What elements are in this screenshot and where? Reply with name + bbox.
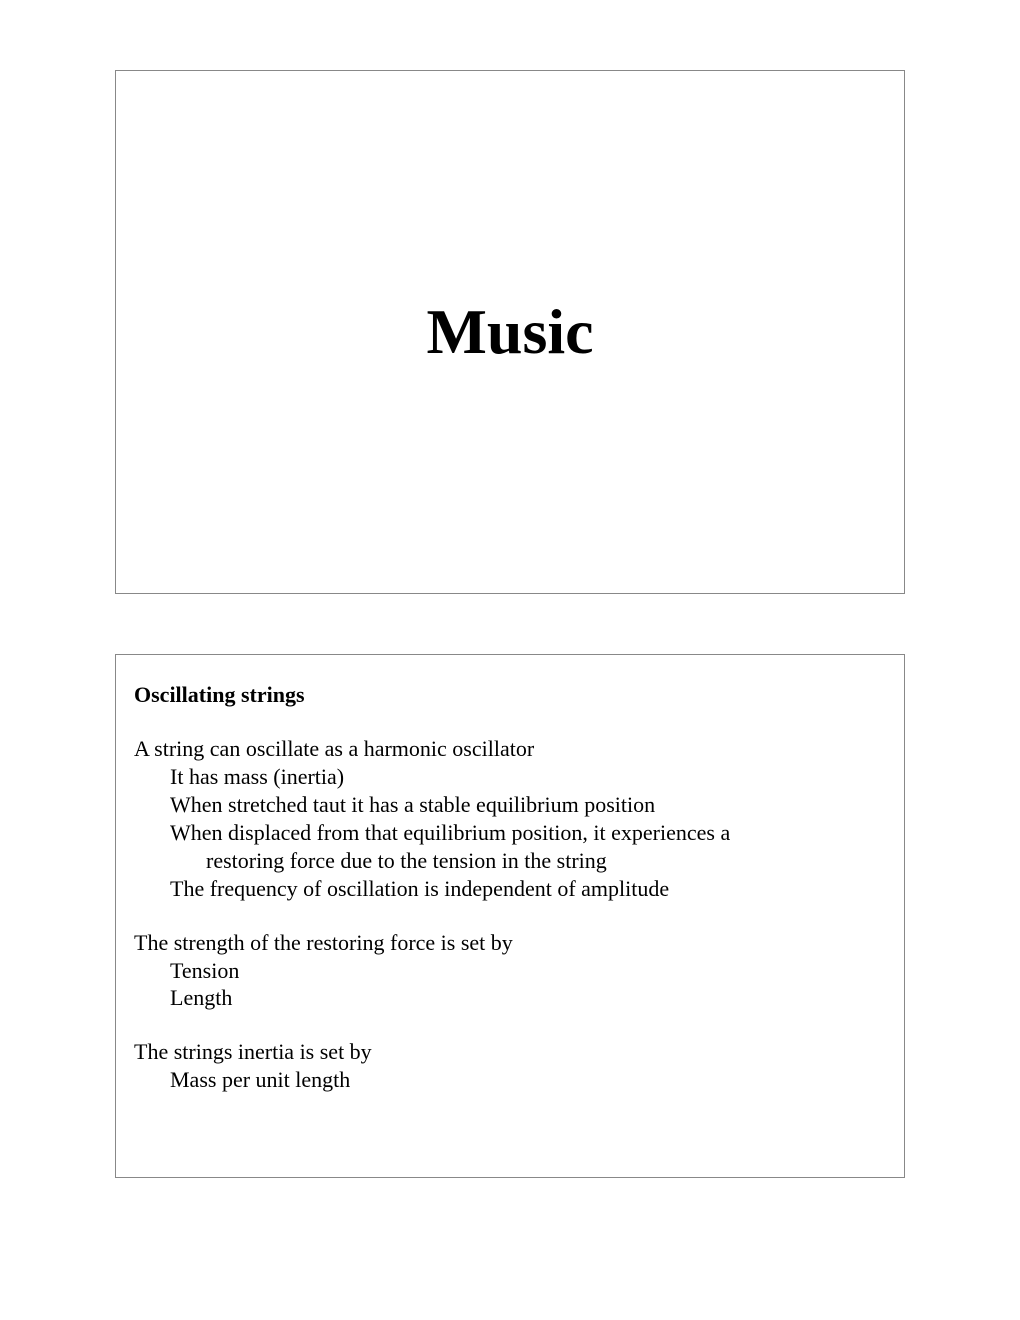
para-line: The strength of the restoring force is s… (134, 929, 886, 957)
slide-title-panel: Music (115, 70, 905, 594)
para-subline: It has mass (inertia) (134, 763, 886, 791)
paragraph-oscillator: A string can oscillate as a harmonic osc… (134, 735, 886, 903)
main-title: Music (426, 295, 593, 369)
para-line: The strings inertia is set by (134, 1038, 886, 1066)
para-subsubline: restoring force due to the tension in th… (134, 847, 886, 875)
slide-title-container: Music (116, 71, 904, 593)
section-heading: Oscillating strings (134, 681, 886, 709)
para-subline: The frequency of oscillation is independ… (134, 875, 886, 903)
para-subline: Mass per unit length (134, 1066, 886, 1094)
paragraph-restoring-force: The strength of the restoring force is s… (134, 929, 886, 1013)
slide-content-panel: Oscillating strings A string can oscilla… (115, 654, 905, 1178)
para-line: A string can oscillate as a harmonic osc… (134, 735, 886, 763)
para-subline: Tension (134, 957, 886, 985)
para-subline: Length (134, 984, 886, 1012)
para-subline: When displaced from that equilibrium pos… (134, 819, 886, 847)
slide-content: Oscillating strings A string can oscilla… (116, 655, 904, 1120)
paragraph-inertia: The strings inertia is set by Mass per u… (134, 1038, 886, 1094)
para-subline: When stretched taut it has a stable equi… (134, 791, 886, 819)
